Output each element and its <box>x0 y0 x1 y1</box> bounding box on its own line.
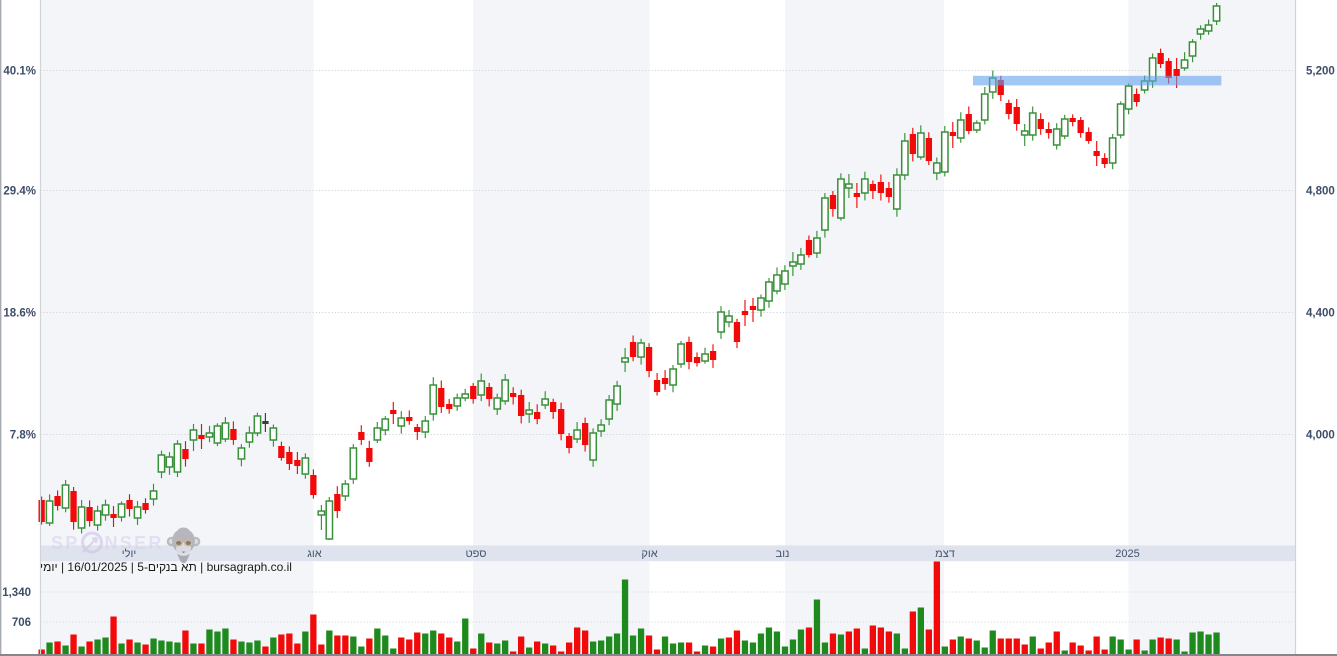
svg-text:40.1%: 40.1% <box>3 66 36 78</box>
svg-text:4,800: 4,800 <box>1306 186 1335 198</box>
svg-text:706: 706 <box>12 617 31 629</box>
svg-text:אוג: אוג <box>307 548 322 560</box>
svg-text:29.4%: 29.4% <box>3 186 36 198</box>
svg-text:1,340: 1,340 <box>2 587 31 599</box>
svg-text:18.6%: 18.6% <box>3 308 36 320</box>
svg-text:5,200: 5,200 <box>1306 66 1335 78</box>
svg-text:ספט: ספט <box>466 548 487 560</box>
svg-text:2025: 2025 <box>1115 548 1139 560</box>
svg-text:4,000: 4,000 <box>1306 430 1335 442</box>
svg-text:SP: SP <box>51 533 80 553</box>
svg-text:יולי: יולי <box>122 547 136 560</box>
svg-text:NSER: NSER <box>105 533 164 553</box>
svg-text:7.8%: 7.8% <box>10 430 36 442</box>
svg-text:דצמ: דצמ <box>935 548 955 560</box>
svg-text:אוק: אוק <box>641 548 657 560</box>
svg-text:4,400: 4,400 <box>1306 308 1335 320</box>
svg-text:נוב: נוב <box>776 548 790 560</box>
